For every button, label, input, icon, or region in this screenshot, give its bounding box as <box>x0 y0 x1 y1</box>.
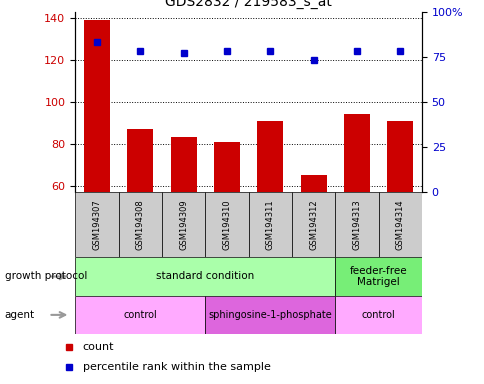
Bar <box>118 192 162 257</box>
Bar <box>334 192 378 257</box>
Text: control: control <box>361 310 394 320</box>
Text: GSM194307: GSM194307 <box>92 199 101 250</box>
Text: GSM194311: GSM194311 <box>265 199 274 250</box>
Text: GSM194308: GSM194308 <box>136 199 144 250</box>
Text: GSM194312: GSM194312 <box>308 199 318 250</box>
Text: GSM194314: GSM194314 <box>395 199 404 250</box>
Bar <box>205 192 248 257</box>
Text: control: control <box>123 310 157 320</box>
Text: feeder-free
Matrigel: feeder-free Matrigel <box>349 266 407 287</box>
Bar <box>257 121 283 312</box>
Bar <box>213 142 240 312</box>
Bar <box>248 192 291 257</box>
Text: GSM194313: GSM194313 <box>352 199 361 250</box>
Bar <box>291 192 334 257</box>
Bar <box>162 192 205 257</box>
Text: count: count <box>83 342 114 352</box>
Bar <box>334 296 421 334</box>
Bar <box>205 296 334 334</box>
Bar <box>75 257 334 296</box>
Text: standard condition: standard condition <box>156 271 254 281</box>
Text: agent: agent <box>5 310 35 320</box>
Text: sphingosine-1-phosphate: sphingosine-1-phosphate <box>208 310 332 320</box>
Text: GSM194310: GSM194310 <box>222 199 231 250</box>
Text: GSM194309: GSM194309 <box>179 199 188 250</box>
Bar <box>300 175 326 312</box>
Bar <box>343 114 369 312</box>
Bar <box>127 129 153 312</box>
Bar <box>378 192 421 257</box>
Text: growth protocol: growth protocol <box>5 271 87 281</box>
Text: percentile rank within the sample: percentile rank within the sample <box>83 362 270 372</box>
Bar <box>75 296 205 334</box>
Bar <box>386 121 412 312</box>
Bar <box>84 20 109 312</box>
Bar <box>334 257 421 296</box>
Bar <box>170 137 196 312</box>
Bar <box>75 192 118 257</box>
Title: GDS2832 / 219583_s_at: GDS2832 / 219583_s_at <box>165 0 332 9</box>
